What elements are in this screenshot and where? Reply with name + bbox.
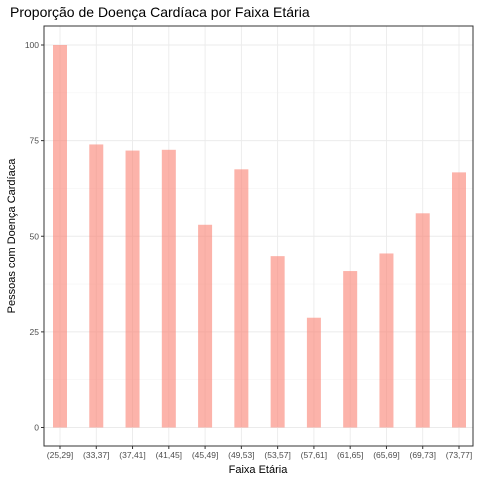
y-axis-title: Pessoas com Doença Cardíaca — [6, 158, 18, 314]
bar — [343, 271, 358, 428]
bar — [198, 224, 213, 428]
bar — [161, 149, 176, 428]
y-tick-label: 50 — [30, 231, 40, 241]
bar — [234, 169, 249, 428]
bar — [452, 172, 466, 428]
bar — [270, 256, 285, 428]
x-axis: (25,29] (33,37] (37,41] (41,45] (45,49] (49,5… — [47, 446, 472, 460]
x-tick-label: (45,49] — [192, 450, 218, 460]
x-tick-label: (65,69] — [373, 450, 399, 460]
y-tick-label: 25 — [30, 327, 40, 337]
bar — [53, 45, 67, 428]
x-tick-label: (57,61] — [301, 450, 327, 460]
y-tick-label: 100 — [25, 40, 39, 50]
bar — [415, 213, 430, 428]
x-tick-label: (53,57] — [264, 450, 290, 460]
y-tick-label: 75 — [30, 136, 40, 146]
x-tick-label: (41,45] — [156, 450, 182, 460]
x-tick-label: (33,37] — [83, 450, 109, 460]
x-tick-label: (37,41] — [119, 450, 145, 460]
grid — [44, 26, 473, 446]
y-tick-label: 0 — [34, 423, 39, 433]
x-tick-label: (69,73] — [409, 450, 435, 460]
bar — [125, 150, 140, 428]
bars — [53, 45, 466, 428]
bar — [379, 253, 394, 428]
chart-title: Proporção de Doença Cardíaca por Faixa E… — [10, 4, 310, 20]
x-tick-label: (25,29] — [47, 450, 73, 460]
x-axis-title: Faixa Etária — [229, 464, 289, 476]
x-tick-label: (61,65] — [337, 450, 363, 460]
bar — [89, 144, 104, 428]
bar — [306, 317, 321, 428]
x-tick-label: (73,77] — [446, 450, 472, 460]
y-axis: 0 25 50 75 100 — [25, 40, 44, 433]
x-tick-label: (49,53] — [228, 450, 254, 460]
